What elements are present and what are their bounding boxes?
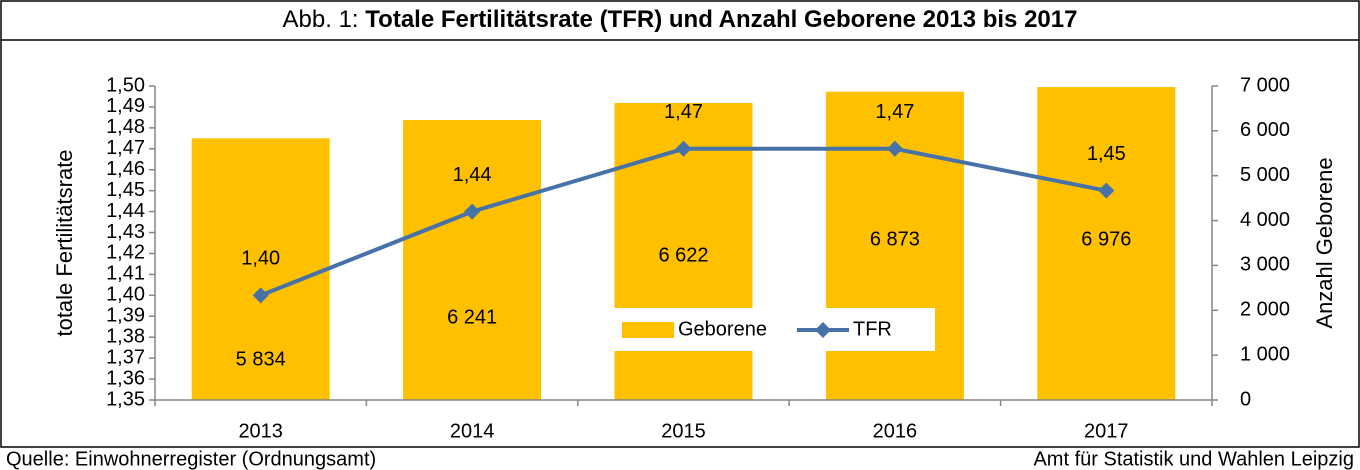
y2-tick-label: 2 000 (1240, 299, 1290, 321)
y2-tick-label: 1 000 (1240, 343, 1290, 365)
y-tick-label: 1,48 (106, 116, 145, 138)
y2-tick-label: 5 000 (1240, 164, 1290, 186)
bar-value-label: 6 241 (447, 306, 497, 328)
legend-swatch (622, 322, 674, 338)
y-tick-label: 1,41 (106, 263, 145, 285)
y-axis-label: totale Fertilitätsrate (52, 149, 77, 336)
x-tick-label: 2017 (1084, 420, 1129, 442)
x-tick-label: 2016 (873, 420, 918, 442)
y-tick-label: 1,45 (106, 179, 145, 201)
y-tick-label: 1,35 (106, 388, 145, 410)
title-prefix: Abb. 1: (283, 6, 359, 33)
bar-value-label: 5 834 (236, 348, 286, 370)
bar (1037, 87, 1176, 400)
y-tick-label: 1,40 (106, 284, 145, 306)
bar (403, 120, 542, 400)
y-tick-label: 1,49 (106, 95, 145, 117)
y-tick-label: 1,43 (106, 221, 145, 243)
x-tick-label: 2014 (450, 420, 495, 442)
legend-label: Geborene (678, 318, 767, 340)
legend-marker (815, 322, 831, 338)
x-tick-label: 2015 (661, 420, 706, 442)
x-tick-label: 2013 (238, 420, 283, 442)
y2-tick-label: 0 (1240, 388, 1251, 410)
line-value-label: 1,44 (453, 164, 492, 186)
chart-title: Abb. 1: Totale Fertilitätsrate (TFR) und… (283, 6, 1078, 33)
y-tick-label: 1,38 (106, 325, 145, 347)
line-value-label: 1,47 (664, 101, 703, 123)
line-value-label: 1,45 (1087, 143, 1126, 165)
bar (191, 138, 330, 401)
y-tick-label: 1,42 (106, 242, 145, 264)
y-tick-label: 1,46 (106, 158, 145, 180)
tfr-marker (1098, 182, 1115, 199)
bar-value-label: 6 622 (658, 244, 708, 266)
y2-tick-label: 4 000 (1240, 209, 1290, 231)
y-tick-label: 1,36 (106, 367, 145, 389)
tfr-marker (675, 140, 692, 157)
y2-tick-label: 7 000 (1240, 74, 1290, 96)
legend-label: TFR (853, 318, 892, 340)
y-tick-label: 1,47 (106, 137, 145, 159)
tfr-marker (464, 203, 481, 220)
source: Quelle: Einwohnerregister (Ordnungsamt) (6, 448, 376, 470)
line-value-label: 1,40 (241, 248, 280, 270)
publisher: Amt für Statistik und Wahlen Leipzig (1033, 448, 1354, 470)
bar-value-label: 6 873 (870, 228, 920, 250)
chart-border (0, 0, 1360, 448)
tfr-marker (886, 140, 903, 157)
line-value-label: 1,47 (875, 101, 914, 123)
y-tick-label: 1,37 (106, 346, 145, 368)
tfr-marker (252, 287, 269, 304)
y2-axis-label: Anzahl Geborene (1312, 157, 1337, 328)
y2-tick-label: 3 000 (1240, 254, 1290, 276)
bar-value-label: 6 976 (1081, 228, 1131, 250)
y2-tick-label: 6 000 (1240, 119, 1290, 141)
y-tick-label: 1,39 (106, 305, 145, 327)
y-tick-label: 1,44 (106, 200, 145, 222)
title-main: Totale Fertilitätsrate (TFR) und Anzahl … (365, 6, 1077, 33)
y-tick-label: 1,50 (106, 74, 145, 96)
